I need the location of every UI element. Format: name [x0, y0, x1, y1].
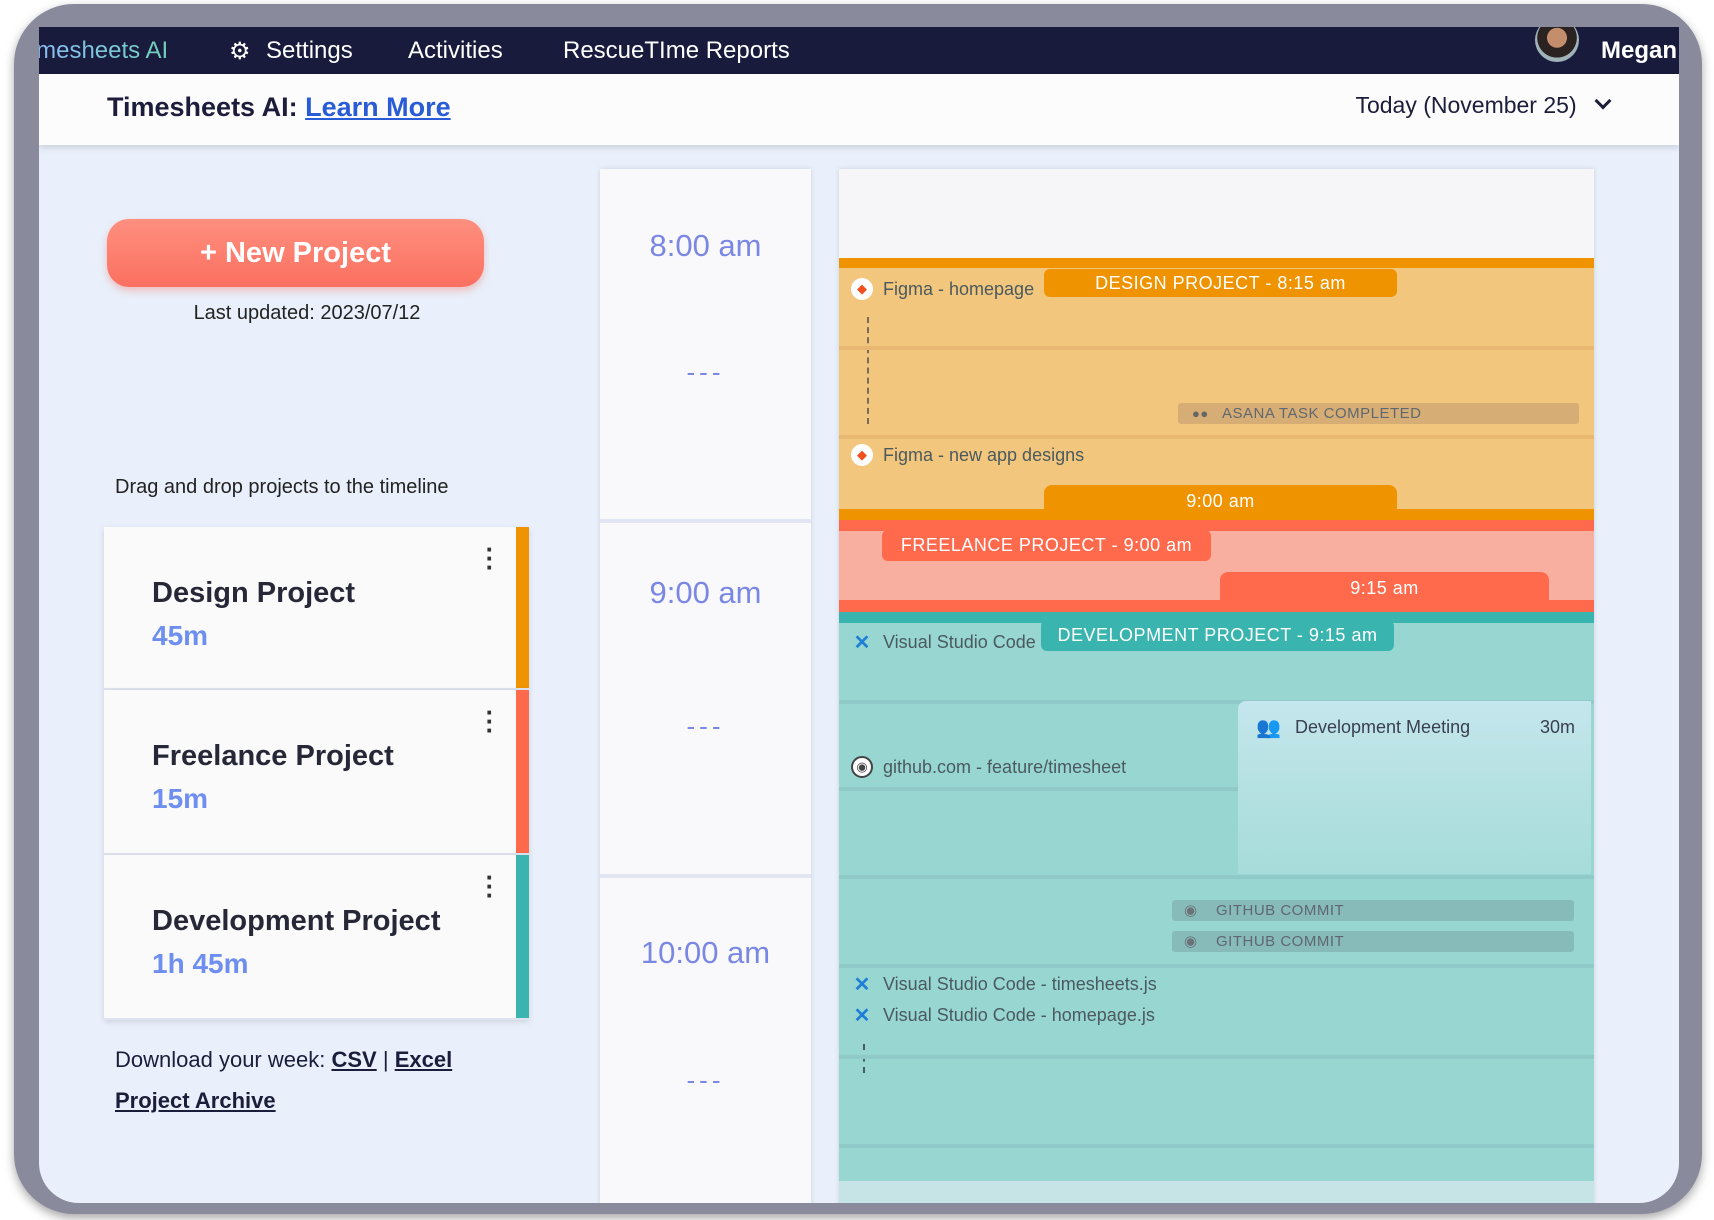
row-divider [839, 700, 1594, 704]
half-hour-marker: --- [686, 711, 725, 741]
time-label-9am: 9:00 am [649, 575, 762, 610]
top-nav: Timesheets AI ⚙ Settings Activities Resc… [39, 27, 1679, 74]
timeline-footer [839, 1181, 1594, 1203]
asana-icon: ●● [1192, 406, 1209, 421]
project-card-freelance[interactable]: Freelance Project 15m · · · [104, 690, 529, 855]
github-icon: ◉ [1184, 933, 1198, 950]
project-name: Freelance Project [152, 740, 394, 772]
nav-reports[interactable]: RescueTIme Reports [563, 37, 790, 64]
design-project-block[interactable] [839, 258, 1594, 520]
sub-header: Timesheets AI: Learn More Today (Novembe… [39, 74, 1679, 145]
date-label: Today (November 25) [1355, 92, 1577, 118]
project-card-development[interactable]: Development Project 1h 45m · · · [104, 855, 529, 1020]
download-label: Download your week: [115, 1047, 326, 1072]
more-menu-icon[interactable]: · · · [485, 697, 495, 745]
project-color-bar [516, 690, 529, 853]
row-divider [839, 435, 1594, 439]
freelance-project-label[interactable]: FREELANCE PROJECT - 9:00 am [882, 530, 1211, 561]
project-archive-link[interactable]: Project Archive [115, 1088, 276, 1113]
dashed-connector [867, 317, 869, 424]
meeting-icon: 👥 [1256, 717, 1281, 739]
development-project-label[interactable]: DEVELOPMENT PROJECT - 9:15 am [1041, 620, 1394, 651]
time-column: 8:00 am --- 9:00 am --- 10:00 am --- [600, 169, 811, 1203]
drag-hint: Drag and drop projects to the timeline [115, 476, 449, 498]
row-divider [839, 787, 1238, 791]
page-title: Timesheets AI: Learn More [107, 92, 451, 123]
project-duration: 45m [152, 620, 209, 651]
download-row: Download your week: CSV | Excel [115, 1047, 452, 1073]
row-divider [839, 964, 1594, 968]
github-icon: ◉ [851, 756, 873, 778]
meeting-duration: 30m [1539, 717, 1575, 737]
github-commit-event[interactable]: ◉ GITHUB COMMIT [1172, 931, 1574, 952]
activity-label: github.com - feature/timesheet [883, 756, 1127, 777]
event-label: ASANA TASK COMPLETED [1222, 405, 1422, 422]
project-duration: 15m [152, 783, 209, 814]
new-project-button[interactable]: + New Project [107, 219, 484, 287]
hour-divider [600, 874, 811, 878]
activity-vscode: ✕ Visual Studio Code [851, 631, 1036, 654]
half-hour-marker: --- [686, 1065, 725, 1095]
activity-label: Visual Studio Code - homepage.js [883, 1004, 1155, 1025]
date-selector[interactable]: Today (November 25) [1355, 92, 1612, 119]
project-color-bar [516, 855, 529, 1018]
last-updated: Last updated: 2023/07/12 [193, 302, 421, 324]
nav-settings[interactable]: Settings [266, 37, 353, 64]
event-label: GITHUB COMMIT [1216, 933, 1345, 950]
more-menu-icon[interactable]: · · · [485, 534, 495, 582]
separator: | [382, 1047, 389, 1072]
avatar[interactable] [1535, 27, 1579, 62]
row-divider [839, 1055, 1594, 1059]
archive-row: Project Archive [115, 1088, 276, 1114]
figma-icon: ◆ [851, 444, 873, 466]
row-divider [839, 1144, 1594, 1148]
excel-link[interactable]: Excel [394, 1047, 453, 1072]
design-project-label[interactable]: DESIGN PROJECT - 8:15 am [1044, 269, 1397, 297]
row-divider [839, 875, 1594, 879]
meeting-block[interactable]: 👥 Development Meeting 30m [1238, 701, 1591, 874]
vscode-icon: ✕ [853, 973, 871, 996]
asana-event[interactable]: ●● ASANA TASK COMPLETED [1178, 403, 1579, 424]
activity-figma-homepage: ◆ Figma - homepage [851, 278, 1034, 300]
app-window: Timesheets AI ⚙ Settings Activities Resc… [39, 27, 1679, 1203]
activity-vscode-timesheets: ✕ Visual Studio Code - timesheets.js [851, 973, 1157, 996]
gear-icon[interactable]: ⚙ [229, 38, 251, 65]
project-name: Development Project [152, 905, 441, 937]
project-duration: 1h 45m [152, 948, 249, 979]
event-label: GITHUB COMMIT [1216, 902, 1345, 919]
github-commit-event[interactable]: ◉ GITHUB COMMIT [1172, 900, 1574, 921]
activity-label: Figma - homepage [883, 278, 1035, 299]
vscode-icon: ✕ [853, 631, 871, 654]
chevron-down-icon [1594, 92, 1612, 110]
activity-label: Figma - new app designs [883, 444, 1085, 465]
more-menu-icon[interactable]: · · · [485, 862, 495, 910]
timeline: DESIGN PROJECT - 8:15 am ◆ Figma - homepa… [839, 169, 1594, 1203]
row-divider [839, 346, 1594, 350]
time-label-10am: 10:00 am [640, 935, 771, 970]
time-label-8am: 8:00 am [649, 228, 762, 263]
activity-label: Visual Studio Code [883, 631, 1036, 652]
meeting-title: Development Meeting [1295, 717, 1471, 737]
activity-figma-app: ◆ Figma - new app designs [851, 444, 1084, 466]
vscode-icon: ✕ [853, 1004, 871, 1027]
freelance-end-handle[interactable]: 9:15 am [1220, 572, 1549, 602]
csv-link[interactable]: CSV [331, 1047, 377, 1072]
user-name[interactable]: Megan [1601, 37, 1678, 64]
activity-label: Visual Studio Code - timesheets.js [883, 973, 1157, 994]
project-card-design[interactable]: Design Project 45m · · · [104, 527, 529, 690]
brand-logo[interactable]: Timesheets AI [39, 37, 168, 65]
github-icon: ◉ [1184, 902, 1198, 919]
title-text: Timesheets AI: [107, 92, 298, 122]
project-color-bar [516, 527, 529, 688]
hour-divider [600, 519, 811, 523]
half-hour-marker: --- [686, 357, 725, 387]
design-end-handle[interactable]: 9:00 am [1044, 485, 1397, 515]
learn-more-link[interactable]: Learn More [305, 92, 451, 122]
activity-github: ◉ github.com - feature/timesheet [851, 756, 1126, 778]
project-name: Design Project [152, 577, 356, 609]
figma-icon: ◆ [851, 278, 873, 300]
activity-vscode-homepage: ✕ Visual Studio Code - homepage.js [851, 1004, 1155, 1027]
nav-activities[interactable]: Activities [408, 37, 503, 64]
